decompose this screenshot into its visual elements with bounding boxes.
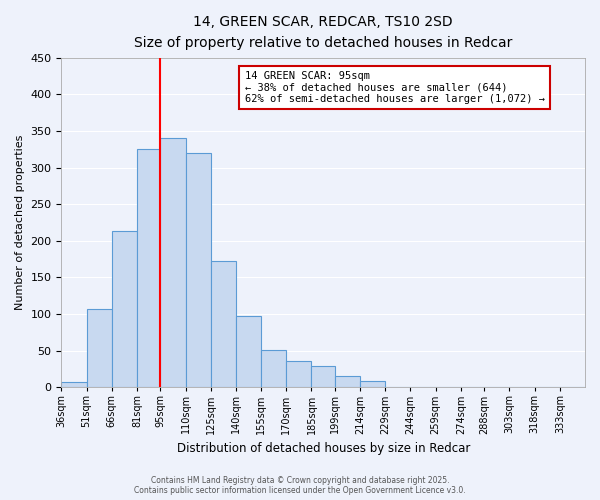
Text: Contains HM Land Registry data © Crown copyright and database right 2025.
Contai: Contains HM Land Registry data © Crown c… xyxy=(134,476,466,495)
Bar xyxy=(286,361,311,388)
Bar xyxy=(112,232,137,388)
Bar xyxy=(311,366,335,388)
Bar xyxy=(185,153,211,388)
Bar xyxy=(211,262,236,388)
Y-axis label: Number of detached properties: Number of detached properties xyxy=(15,135,25,310)
Bar xyxy=(137,150,160,388)
Bar xyxy=(61,382,86,388)
Title: 14, GREEN SCAR, REDCAR, TS10 2SD
Size of property relative to detached houses in: 14, GREEN SCAR, REDCAR, TS10 2SD Size of… xyxy=(134,15,512,50)
X-axis label: Distribution of detached houses by size in Redcar: Distribution of detached houses by size … xyxy=(176,442,470,455)
Bar xyxy=(261,350,286,388)
Bar xyxy=(236,316,261,388)
Bar xyxy=(86,309,112,388)
Bar xyxy=(160,138,185,388)
Text: 14 GREEN SCAR: 95sqm
← 38% of detached houses are smaller (644)
62% of semi-deta: 14 GREEN SCAR: 95sqm ← 38% of detached h… xyxy=(245,71,545,104)
Bar xyxy=(360,381,385,388)
Bar xyxy=(335,376,360,388)
